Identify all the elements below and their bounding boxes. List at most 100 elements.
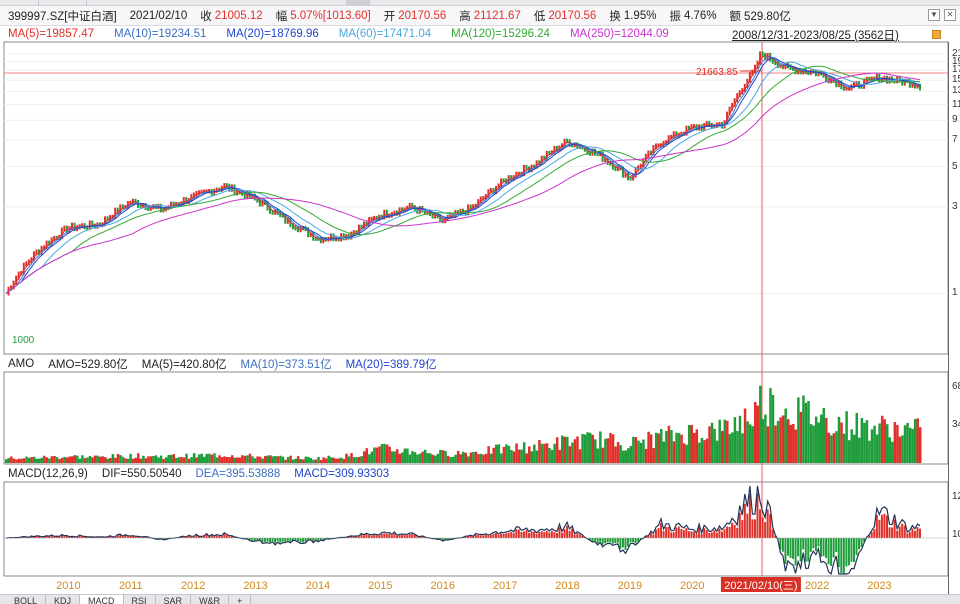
amo-bar xyxy=(680,434,683,463)
amo-bar xyxy=(512,451,516,463)
amo-bar xyxy=(200,453,203,463)
macd-bar xyxy=(604,538,607,544)
amo-bar xyxy=(159,455,163,463)
macd-bar xyxy=(558,527,561,538)
price-candle xyxy=(736,93,739,103)
price-candle xyxy=(416,206,419,214)
tab-wr[interactable]: W&R xyxy=(191,595,230,604)
amo-bar xyxy=(20,458,23,463)
amo-bar xyxy=(302,459,305,463)
add-tab-button[interactable]: + xyxy=(229,595,252,604)
price-candle xyxy=(266,200,269,211)
macd-bar xyxy=(634,538,637,544)
price-candle xyxy=(533,164,536,169)
price-candle xyxy=(17,271,20,280)
macd-bar xyxy=(281,538,284,542)
macd-bar xyxy=(624,538,627,550)
amo-bar xyxy=(413,452,417,463)
amo-bar xyxy=(365,448,369,463)
price-candle xyxy=(807,70,810,75)
ma60-line xyxy=(5,61,921,294)
amo-bar xyxy=(142,455,145,463)
macd-bar xyxy=(421,536,424,538)
x-axis-year-label: 2017 xyxy=(493,580,517,592)
macd-bar xyxy=(401,534,404,538)
macd-bar xyxy=(845,538,848,567)
tab-kdj[interactable]: KDJ xyxy=(46,595,81,604)
tab-macd[interactable]: MACD xyxy=(80,595,124,604)
ma5-label: MA(5)=19857.47 xyxy=(8,28,94,40)
amo-bar xyxy=(208,453,211,463)
macd-bar xyxy=(512,533,515,538)
price-candle xyxy=(294,225,297,231)
amo-bar xyxy=(251,456,254,463)
toolbar-active-period[interactable] xyxy=(346,0,370,6)
tab-boll[interactable]: BOLL xyxy=(6,595,47,604)
amo-bar xyxy=(380,444,384,463)
amo-bar xyxy=(799,411,803,463)
price-candle xyxy=(500,178,503,188)
tab-sar[interactable]: SAR xyxy=(156,595,192,604)
macd-bar xyxy=(561,533,564,538)
macd-bar xyxy=(761,517,764,538)
tab-rsi[interactable]: RSI xyxy=(124,595,156,604)
amo-bar xyxy=(550,449,554,463)
macd-value: MACD=309.93303 xyxy=(294,468,390,480)
price-candle xyxy=(126,201,129,210)
close-icon[interactable]: ✕ xyxy=(944,9,956,21)
macd-bar xyxy=(609,538,612,543)
price-candle xyxy=(462,208,464,215)
amo-bar xyxy=(134,457,137,463)
amo-bar xyxy=(830,435,833,463)
price-candle xyxy=(251,193,254,200)
amo-bar xyxy=(604,438,607,463)
price-candle xyxy=(116,207,119,215)
collapse-icon[interactable]: ▼ xyxy=(928,9,940,21)
macd-bar xyxy=(302,538,305,543)
macd-bar xyxy=(667,526,670,538)
amo-bar xyxy=(225,457,229,463)
amo-bar xyxy=(713,428,716,463)
price-candle xyxy=(223,183,226,190)
price-candle xyxy=(672,131,675,139)
price-candle xyxy=(86,225,89,230)
price-candle xyxy=(596,151,599,157)
amo-bar xyxy=(43,455,46,463)
macd-bar xyxy=(919,528,921,538)
amo-bar xyxy=(428,453,432,463)
amo-bar xyxy=(573,439,577,463)
amo-bar xyxy=(616,442,620,463)
lock-icon[interactable] xyxy=(932,30,941,39)
price-candle xyxy=(825,73,828,82)
turnover-value: 1.95% xyxy=(623,9,657,22)
amo-bar xyxy=(599,431,602,463)
date-range-label[interactable]: 2008/12/31-2023/08/25 (3562日) xyxy=(732,30,899,42)
macd-bar xyxy=(274,538,277,544)
amo-bar xyxy=(322,457,325,463)
amo-bar xyxy=(835,431,838,463)
right-axis-tick-label: 13 xyxy=(952,85,960,97)
macd-bar xyxy=(619,538,622,549)
window-controls: ▼ ✕ xyxy=(928,9,956,21)
price-candle xyxy=(880,77,883,83)
price-candle xyxy=(665,140,668,146)
macd-bar xyxy=(660,523,663,538)
macd-bar xyxy=(230,536,233,538)
amo-bar xyxy=(317,457,320,463)
amo-bar xyxy=(281,456,285,463)
macd-bar xyxy=(314,538,317,540)
macd-bar xyxy=(352,536,355,538)
macd-bar xyxy=(279,538,282,543)
symbol-label: 399997.SZ[中证白酒] xyxy=(8,10,117,23)
price-candle xyxy=(43,245,46,250)
macd-bar xyxy=(32,536,35,538)
amo-bar xyxy=(837,416,841,463)
price-candle xyxy=(852,81,855,89)
amo-bar xyxy=(368,454,371,463)
amo-bar xyxy=(819,414,823,463)
price-candle xyxy=(731,102,734,111)
macd-bar xyxy=(639,538,642,539)
right-axis-tick-label: 7 xyxy=(952,134,958,146)
macd-bar xyxy=(896,530,899,538)
